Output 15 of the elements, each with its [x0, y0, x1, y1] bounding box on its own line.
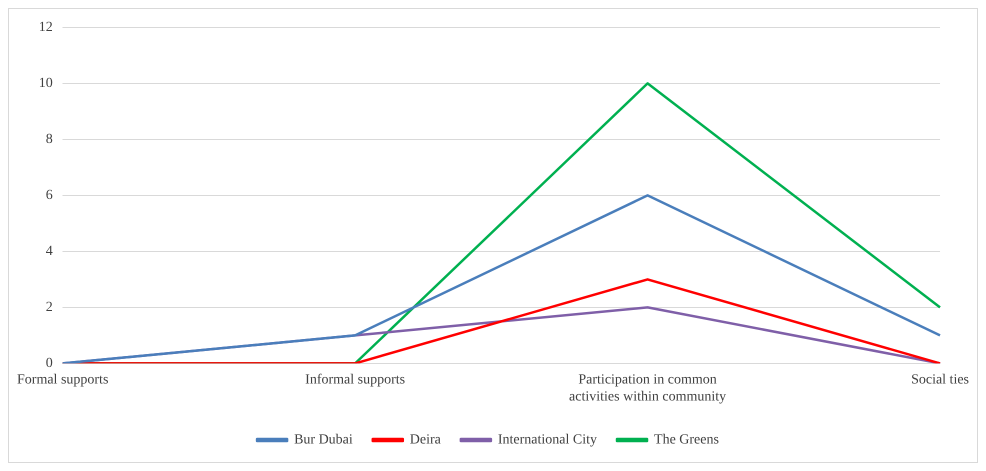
legend-label: Deira	[410, 432, 442, 448]
x-tick-label: Social ties	[911, 372, 969, 388]
y-tick-label: 12	[38, 20, 53, 36]
legend-label: The Greens	[654, 432, 719, 448]
y-tick-label: 6	[46, 188, 53, 204]
legend-label: Bur Dubai	[294, 432, 353, 448]
y-tick-label: 10	[38, 76, 53, 92]
y-tick-label: 4	[46, 244, 53, 260]
x-tick-label: Informal supports	[305, 372, 406, 388]
x-tick-label: Formal supports	[17, 372, 108, 388]
y-tick-label: 2	[46, 300, 53, 316]
x-tick-label: Participation in common activities within community	[569, 372, 726, 404]
y-tick-label: 8	[46, 132, 53, 148]
legend-label: International City	[498, 432, 598, 448]
y-tick-label: 0	[46, 356, 53, 372]
